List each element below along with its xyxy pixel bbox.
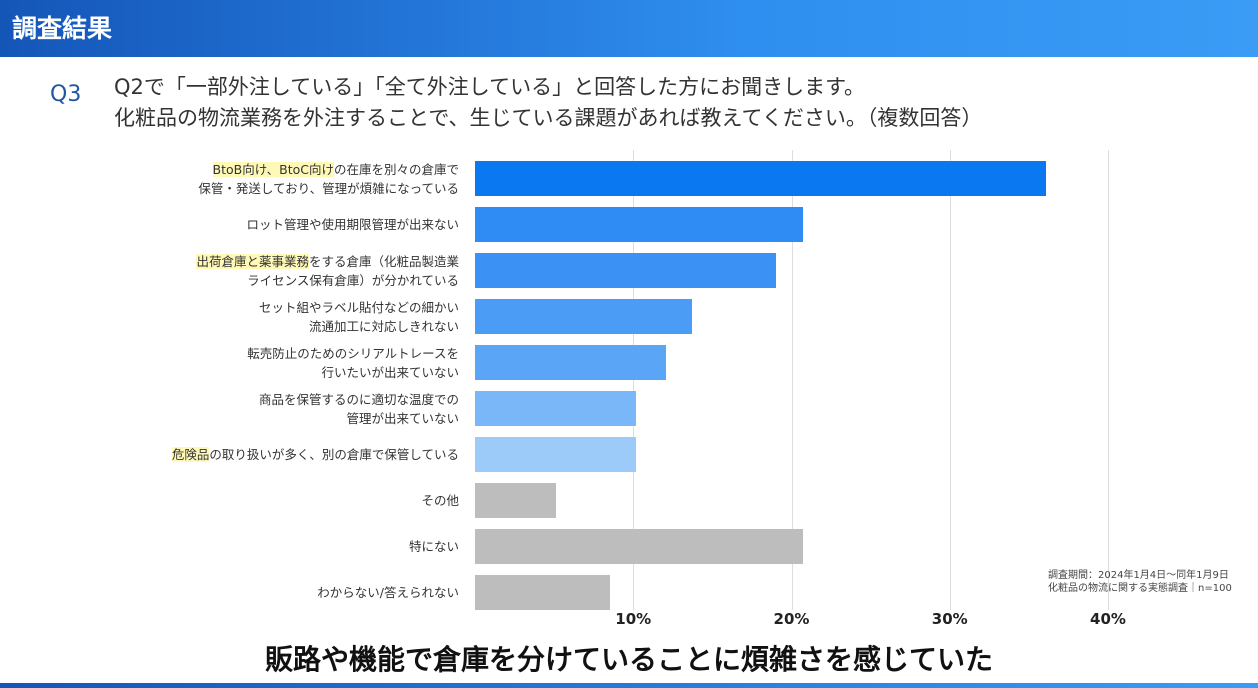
header-bar: 調査結果	[0, 0, 1258, 57]
label-text: ライセンス保有倉庫）が分かれている	[247, 272, 459, 288]
label-text: 特にない	[408, 539, 459, 554]
label-text: 行いたいが出来ていない	[321, 364, 459, 380]
gridline	[1108, 150, 1109, 610]
bar	[475, 437, 637, 472]
category-label: その他	[421, 491, 459, 510]
highlighted-text: BtoB向け、BtoC向け	[212, 161, 334, 177]
bar	[475, 161, 1047, 196]
label-text: の取り扱いが多く、別の倉庫で保管している	[209, 447, 459, 462]
category-label: ロット管理や使用期限管理が出来ない	[246, 215, 459, 234]
page-title: 調査結果	[12, 14, 113, 43]
bar	[475, 529, 803, 564]
label-text: セット組やラベル貼付などの細かい	[258, 299, 459, 315]
survey-period: 調査期間：2024年1月4日～同年1月9日	[1048, 570, 1229, 581]
survey-source: 化粧品の物流に関する実態調査｜n=100	[1048, 583, 1232, 594]
bar	[475, 391, 637, 426]
x-tick-label: 20%	[773, 610, 810, 628]
bar	[475, 483, 556, 518]
x-tick-label: 40%	[1090, 610, 1126, 628]
label-text: 管理が出来ていない	[346, 410, 459, 426]
bar	[475, 299, 692, 334]
category-label: BtoB向け、BtoC向けの在庫を別々の倉庫で保管・発送しており、管理が煩雑にな…	[198, 160, 459, 198]
x-tick-label: 10%	[615, 610, 652, 628]
question-line-2: 化粧品の物流業務を外注することで、生じている課題があれば教えてください。（複数回…	[114, 106, 983, 130]
category-label: 危険品の取り扱いが多く、別の倉庫で保管している	[171, 445, 459, 464]
question-number: Q3	[50, 82, 82, 107]
footer-bar	[0, 683, 1258, 688]
highlighted-text: 危険品	[171, 447, 210, 462]
label-text: をする倉庫（化粧品製造業	[308, 253, 459, 269]
category-label: 出荷倉庫と薬事業務をする倉庫（化粧品製造業ライセンス保有倉庫）が分かれている	[196, 252, 459, 290]
bar	[475, 345, 667, 380]
label-text: 転売防止のためのシリアルトレースを	[247, 345, 459, 361]
gridline	[791, 150, 793, 610]
survey-note: 調査期間：2024年1月4日～同年1月9日 化粧品の物流に関する実態調査｜n=10…	[1048, 569, 1232, 595]
label-text: ロット管理や使用期限管理が出来ない	[246, 217, 459, 232]
label-text: 保管・発送しており、管理が煩雑になっている	[198, 180, 459, 196]
x-tick-label: 30%	[931, 610, 968, 628]
label-text: 商品を保管するのに適切な温度での	[258, 391, 459, 407]
bar	[475, 207, 803, 242]
category-label: 転売防止のためのシリアルトレースを行いたいが出来ていない	[247, 344, 459, 382]
question-line-1: Q2で「一部外注している」「全て外注している」と回答した方にお聞きします。	[114, 75, 866, 99]
category-label: 商品を保管するのに適切な温度での管理が出来ていない	[259, 390, 459, 428]
conclusion: 販路や機能で倉庫を分けていることに煩雑さを感じていた	[264, 643, 993, 676]
label-text: わからない/答えられない	[317, 585, 459, 600]
bar	[475, 253, 776, 288]
label-text: 流通加工に対応しきれない	[308, 318, 459, 334]
label-text: の在庫を別々の倉庫で	[333, 161, 459, 177]
gridline	[949, 150, 951, 610]
highlighted-text: 出荷倉庫と薬事業務	[196, 253, 309, 269]
gridline	[633, 150, 635, 610]
category-label: 特にない	[409, 537, 459, 556]
label-text: その他	[421, 493, 459, 508]
category-label: わからない/答えられない	[317, 583, 459, 602]
category-label: セット組やラベル貼付などの細かい流通加工に対応しきれない	[259, 298, 459, 336]
bar	[475, 575, 610, 610]
